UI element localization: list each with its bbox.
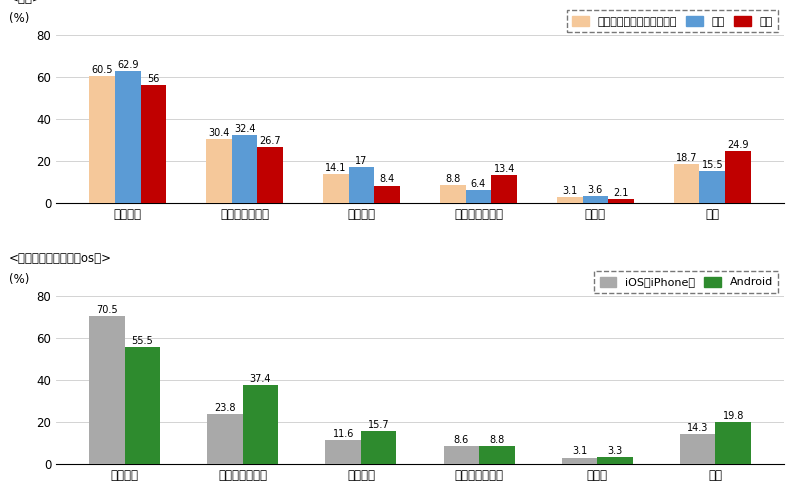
Bar xyxy=(479,446,514,464)
Text: 18.7: 18.7 xyxy=(676,153,698,163)
Text: 19.8: 19.8 xyxy=(722,411,744,421)
Text: 70.5: 70.5 xyxy=(96,305,118,315)
Text: 2.1: 2.1 xyxy=(614,188,629,198)
Text: 3.1: 3.1 xyxy=(562,186,578,196)
Text: 37.4: 37.4 xyxy=(250,374,271,384)
Text: 14.1: 14.1 xyxy=(325,163,346,173)
Text: 15.7: 15.7 xyxy=(368,420,390,430)
Bar xyxy=(582,196,608,203)
Text: 8.4: 8.4 xyxy=(380,175,395,185)
Text: 14.3: 14.3 xyxy=(687,423,709,433)
Text: 8.8: 8.8 xyxy=(445,174,460,184)
Bar xyxy=(206,139,232,203)
Text: 17: 17 xyxy=(355,156,368,166)
Legend: ウェアラブル購入意向者計, 男性, 女性: ウェアラブル購入意向者計, 男性, 女性 xyxy=(567,10,778,32)
Bar xyxy=(598,457,633,464)
Text: 30.4: 30.4 xyxy=(208,128,230,138)
Bar xyxy=(115,71,141,203)
Bar xyxy=(440,185,466,203)
Bar xyxy=(89,316,125,464)
Bar xyxy=(141,85,166,203)
Text: (%): (%) xyxy=(9,12,29,25)
Text: 24.9: 24.9 xyxy=(727,140,749,150)
Text: 8.8: 8.8 xyxy=(489,435,505,445)
Text: 23.8: 23.8 xyxy=(214,403,236,413)
Text: 15.5: 15.5 xyxy=(702,160,723,170)
Text: 11.6: 11.6 xyxy=(333,429,354,439)
Text: <最頻利用スマホ機種os別>: <最頻利用スマホ機種os別> xyxy=(9,252,112,265)
Text: 3.1: 3.1 xyxy=(572,447,587,457)
Legend: iOS（iPhone）, Android: iOS（iPhone）, Android xyxy=(594,271,778,293)
Text: 32.4: 32.4 xyxy=(234,124,255,134)
Text: 3.6: 3.6 xyxy=(588,185,603,195)
Bar xyxy=(207,414,242,464)
Bar xyxy=(680,434,715,464)
Text: <性別>: <性別> xyxy=(9,0,42,4)
Bar xyxy=(562,458,598,464)
Bar xyxy=(326,440,361,464)
Text: 13.4: 13.4 xyxy=(494,164,515,174)
Bar xyxy=(715,423,751,464)
Bar xyxy=(232,135,258,203)
Bar xyxy=(725,151,751,203)
Bar xyxy=(242,385,278,464)
Bar xyxy=(674,164,699,203)
Text: 62.9: 62.9 xyxy=(117,60,138,70)
Bar xyxy=(349,168,374,203)
Bar xyxy=(444,446,479,464)
Bar xyxy=(608,199,634,203)
Bar xyxy=(125,347,160,464)
Bar xyxy=(374,186,400,203)
Bar xyxy=(557,197,582,203)
Text: 26.7: 26.7 xyxy=(259,136,281,146)
Bar xyxy=(258,147,283,203)
Text: 60.5: 60.5 xyxy=(91,65,113,75)
Text: 56: 56 xyxy=(147,74,159,84)
Bar xyxy=(466,190,491,203)
Bar xyxy=(323,174,349,203)
Text: 3.3: 3.3 xyxy=(607,446,622,456)
Bar xyxy=(89,76,115,203)
Bar xyxy=(699,171,725,203)
Text: 6.4: 6.4 xyxy=(471,179,486,189)
Text: 55.5: 55.5 xyxy=(131,336,153,346)
Text: 8.6: 8.6 xyxy=(454,435,469,445)
Bar xyxy=(491,175,517,203)
Bar xyxy=(361,431,396,464)
Text: (%): (%) xyxy=(9,272,29,286)
